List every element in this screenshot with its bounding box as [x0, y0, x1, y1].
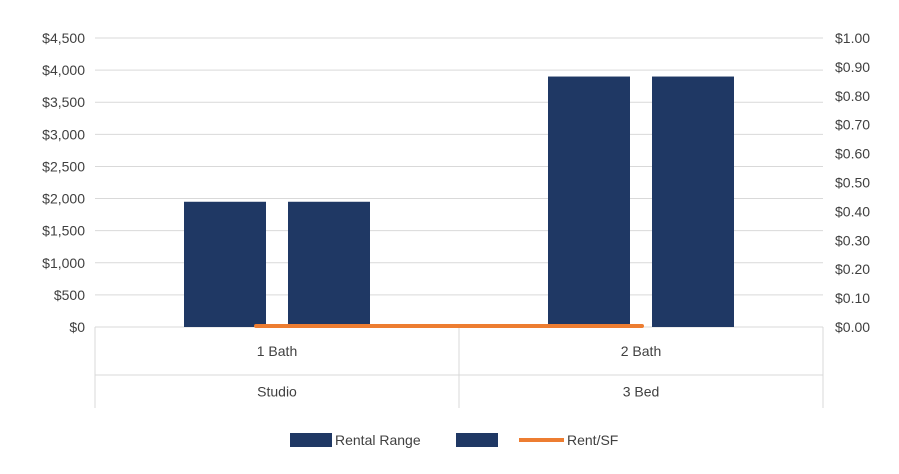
y-right-tick-label: $0.00 — [835, 319, 870, 335]
bar-rental-range — [184, 202, 266, 327]
y-right-tick-label: $1.00 — [835, 30, 870, 46]
y-left-tick-label: $3,000 — [42, 126, 85, 142]
y-right-tick-label: $0.90 — [835, 59, 870, 75]
legend-swatch — [456, 433, 498, 447]
y-left-tick-label: $4,500 — [42, 30, 85, 46]
bar-series-2 — [288, 202, 370, 327]
legend-label: Rent/SF — [567, 432, 618, 448]
y-right-tick-label: $0.40 — [835, 203, 870, 219]
y-left-tick-label: $500 — [54, 287, 85, 303]
y-right-tick-label: $0.10 — [835, 290, 870, 306]
y-left-tick-label: $1,500 — [42, 223, 85, 239]
y-left-tick-label: $2,000 — [42, 191, 85, 207]
y-right-tick-label: $0.50 — [835, 175, 870, 191]
legend-swatch — [290, 433, 332, 447]
y-left-tick-label: $3,500 — [42, 94, 85, 110]
y-right-tick-label: $0.80 — [835, 88, 870, 104]
bar-rental-range — [548, 77, 630, 327]
y-left-tick-label: $4,000 — [42, 62, 85, 78]
x-tick-label: 1 Bath — [257, 343, 297, 359]
bar-series-2 — [652, 77, 734, 327]
x-tick-label: 2 Bath — [621, 343, 661, 359]
legend-label: Rental Range — [335, 432, 421, 448]
y-left-tick-label: $1,000 — [42, 255, 85, 271]
y-right-tick-label: $0.30 — [835, 232, 870, 248]
x-group-label: 3 Bed — [623, 384, 660, 400]
y-right-tick-label: $0.20 — [835, 261, 870, 277]
y-right-tick-label: $0.70 — [835, 117, 870, 133]
x-group-label: Studio — [257, 384, 297, 400]
y-right-tick-label: $0.60 — [835, 146, 870, 162]
y-left-tick-label: $2,500 — [42, 158, 85, 174]
y-left-tick-label: $0 — [69, 319, 85, 335]
